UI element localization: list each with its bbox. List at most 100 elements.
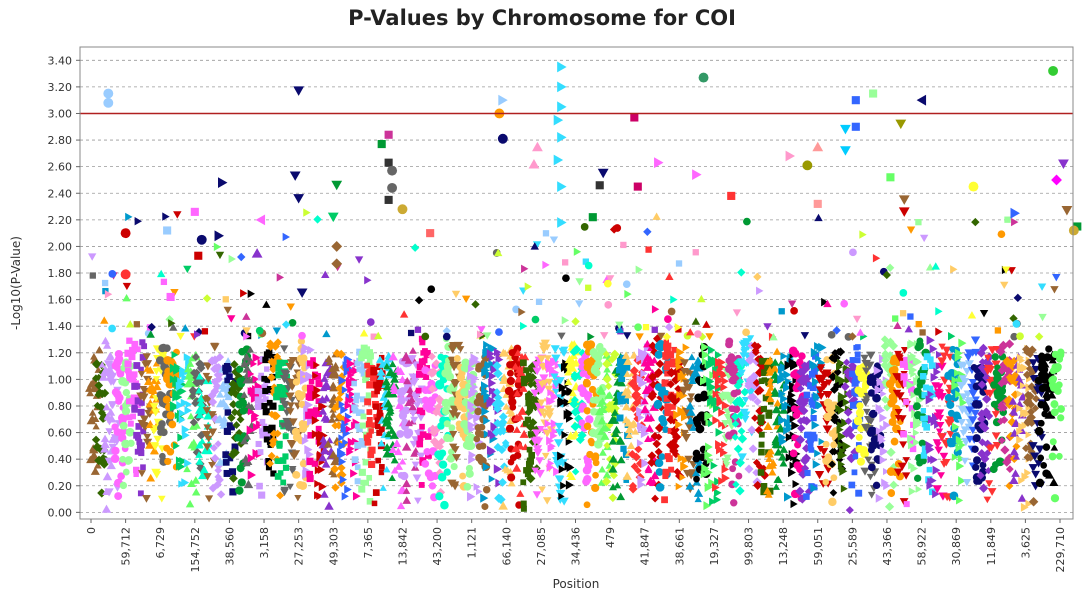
data-point — [346, 358, 356, 369]
data-point — [254, 396, 262, 404]
data-point — [128, 353, 136, 361]
data-point — [141, 343, 148, 350]
data-point — [993, 374, 1002, 383]
data-point — [213, 242, 222, 252]
data-point — [833, 368, 842, 377]
data-point — [939, 452, 948, 461]
data-point — [712, 416, 720, 425]
data-point — [307, 387, 314, 394]
data-point — [273, 352, 282, 361]
data-point — [530, 389, 540, 398]
data-point — [100, 444, 110, 453]
data-point — [933, 367, 941, 377]
data-point — [909, 440, 916, 447]
data-point — [250, 360, 258, 368]
data-point — [758, 357, 766, 365]
data-point — [176, 332, 185, 341]
data-point — [1050, 408, 1059, 417]
x-tick-label: 27,085 — [535, 527, 548, 566]
data-point — [544, 419, 552, 428]
data-point — [1010, 332, 1019, 341]
data-point — [288, 357, 298, 365]
data-point — [641, 424, 650, 434]
data-point — [916, 459, 924, 467]
data-point — [771, 387, 779, 394]
data-point — [766, 409, 773, 416]
data-point — [681, 379, 691, 387]
data-point — [454, 396, 463, 404]
data-point — [122, 468, 130, 476]
data-point — [228, 254, 236, 264]
data-point — [543, 355, 552, 362]
data-point — [420, 350, 426, 356]
data-point — [304, 444, 313, 455]
data-point — [1028, 497, 1039, 507]
data-point — [207, 356, 217, 366]
data-point — [240, 437, 249, 445]
data-point — [247, 470, 257, 480]
data-point — [565, 361, 574, 369]
data-point — [1034, 460, 1043, 468]
data-point — [311, 415, 320, 425]
data-point — [478, 423, 486, 431]
data-point — [442, 332, 451, 341]
data-point — [212, 382, 222, 391]
data-point — [331, 241, 343, 252]
data-point — [337, 463, 346, 473]
data-point — [880, 335, 889, 344]
data-point — [557, 101, 567, 113]
data-point — [449, 363, 459, 372]
data-point — [554, 475, 564, 484]
data-point — [275, 387, 282, 394]
data-point — [921, 445, 929, 453]
data-point — [411, 461, 420, 469]
data-point — [920, 415, 926, 422]
data-point — [998, 436, 1006, 445]
data-point — [390, 456, 399, 464]
data-point — [194, 251, 203, 260]
data-point — [525, 467, 531, 473]
data-point — [557, 451, 566, 461]
data-point — [1031, 404, 1040, 412]
data-point — [421, 459, 430, 468]
data-point — [701, 342, 710, 352]
data-point — [603, 365, 611, 373]
data-point — [131, 371, 138, 378]
data-point — [584, 261, 593, 270]
data-point — [528, 400, 538, 409]
data-point — [251, 411, 260, 421]
data-point — [328, 450, 338, 459]
data-point — [978, 358, 987, 366]
data-point — [119, 427, 128, 435]
data-point — [468, 455, 476, 464]
data-point — [498, 478, 507, 487]
data-point — [937, 433, 947, 441]
data-point — [121, 406, 131, 416]
data-point — [502, 403, 511, 410]
data-point — [131, 340, 139, 348]
data-point — [886, 447, 896, 458]
data-point — [557, 332, 566, 340]
data-point — [352, 437, 359, 446]
data-point — [900, 373, 908, 381]
x-tick-label: 59,712 — [120, 527, 133, 566]
data-point — [778, 389, 786, 398]
data-point — [620, 445, 627, 452]
data-point — [802, 377, 812, 388]
data-point — [368, 428, 374, 434]
data-point — [651, 305, 660, 314]
data-point — [910, 370, 917, 378]
data-point — [539, 374, 549, 383]
data-point — [561, 316, 570, 325]
data-point — [231, 389, 240, 399]
data-point — [247, 289, 256, 298]
data-point — [778, 308, 785, 315]
data-point — [240, 359, 249, 368]
data-point — [378, 469, 385, 476]
data-point — [872, 481, 881, 490]
data-point — [800, 456, 810, 466]
data-point — [728, 405, 736, 413]
data-point — [811, 420, 820, 430]
data-point — [1027, 345, 1037, 355]
data-point — [647, 451, 657, 461]
